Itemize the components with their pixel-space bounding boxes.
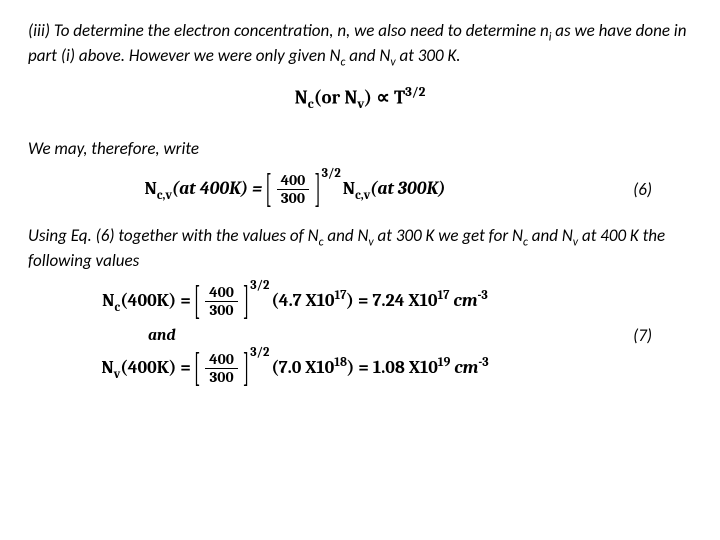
eq7-f2-exp: 18 xyxy=(334,356,347,370)
equation-7-and-row: and (7) xyxy=(28,325,692,346)
intro-paragraph: (iii) To determine the electron concentr… xyxy=(28,20,692,71)
eq1-or-close: ) ∝ T xyxy=(364,86,405,108)
eq1-or-open: (or N xyxy=(314,86,358,108)
eq7-unit2: cm xyxy=(454,357,478,378)
eq7-nc: N xyxy=(102,290,114,311)
eq7-and: and xyxy=(28,326,176,344)
eq7a-exp: 3/2 xyxy=(250,279,269,293)
eq6-at400: (at 400K) = xyxy=(172,178,266,199)
equation-6: Nc,v(at 400K) = [ 400 300 ]3/2 Nc,v(at 3… xyxy=(28,173,562,207)
eq6-frac-den: 300 xyxy=(277,190,310,206)
eq7-number: (7) xyxy=(562,325,692,346)
eq7-unitexp1: -3 xyxy=(478,289,488,303)
eq7a-frac-num: 400 xyxy=(205,285,238,302)
using-paragraph: Using Eq. (6) together with the values o… xyxy=(28,225,692,272)
eq6-number: (6) xyxy=(562,179,692,200)
slide-body: (iii) To determine the electron concentr… xyxy=(0,0,720,540)
eq6-at300: (at 300K) xyxy=(370,178,445,199)
eq7b-bracket-group: [ 400 300 ]3/2 xyxy=(195,352,268,386)
equation-proportional: Nc(or Nv) ∝ T3/2 xyxy=(28,85,692,112)
eq1-n: N xyxy=(295,86,308,108)
intro-text-4: at 300 K. xyxy=(396,45,461,66)
eq7b-frac-den: 300 xyxy=(205,369,238,385)
eq6-bracket-group: [ 400 300 ]3/2 xyxy=(266,173,339,207)
eq7-open400b: (400K) = xyxy=(120,357,195,378)
eq7b-exp: 3/2 xyxy=(250,346,269,360)
eq7-unitexp2: -3 xyxy=(478,356,488,370)
using-p3: at 300 K we get for N xyxy=(374,225,523,246)
eq1-exp: 3/2 xyxy=(405,85,425,100)
eq7a-fraction: 400 300 xyxy=(205,285,238,319)
using-p1: Using Eq. (6) together with the values o… xyxy=(28,225,319,246)
may-write-text: We may, therefore, write xyxy=(28,138,692,159)
eq6-lbracket: [ xyxy=(265,167,271,213)
eq6-exp: 3/2 xyxy=(322,167,341,181)
equation-7-nv: Nv(400K) = [ 400 300 ]3/2 (7.0 X1018) = … xyxy=(28,352,562,386)
eq7a-frac-den: 300 xyxy=(205,302,238,318)
eq7b-lbracket: [ xyxy=(194,345,200,391)
eq6-fraction: 400 300 xyxy=(277,173,310,207)
eq6-sub-cv2: c,v xyxy=(355,189,370,203)
equation-7-nv-row: Nv(400K) = [ 400 300 ]3/2 (7.0 X1018) = … xyxy=(28,352,692,386)
eq7b-fraction: 400 300 xyxy=(205,352,238,386)
equation-6-row: Nc,v(at 400K) = [ 400 300 ]3/2 Nc,v(at 3… xyxy=(28,173,692,207)
eq6-rbracket: ] xyxy=(314,167,320,213)
eq7-unit1: cm xyxy=(453,290,477,311)
eq6-frac-num: 400 xyxy=(277,173,310,190)
eq7-res2-exp: 19 xyxy=(438,356,451,370)
eq7-res1-exp: 17 xyxy=(437,289,449,303)
eq6-sub-cv1: c,v xyxy=(157,189,172,203)
eq7-f2-open: (7.0 X10 xyxy=(271,357,334,378)
eq7-nv: N xyxy=(101,357,113,378)
intro-text-1: (iii) To determine the electron concentr… xyxy=(28,20,549,41)
eq6-n2: N xyxy=(343,178,355,199)
using-p4: and N xyxy=(528,225,573,246)
eq7a-bracket-group: [ 400 300 ]3/2 xyxy=(195,285,268,319)
eq7a-lbracket: [ xyxy=(194,279,200,325)
eq7-f2-close: ) = 1.08 X10 xyxy=(347,357,438,378)
using-p2: and N xyxy=(324,225,369,246)
eq7b-frac-num: 400 xyxy=(205,352,238,369)
eq7-f1-open: (4.7 X10 xyxy=(271,290,334,311)
eq7a-rbracket: ] xyxy=(243,279,249,325)
equation-7-nc-row: Nc(400K) = [ 400 300 ]3/2 (4.7 X1017) = … xyxy=(28,285,692,319)
eq7-f1-exp: 17 xyxy=(335,289,347,303)
equation-7-nc: Nc(400K) = [ 400 300 ]3/2 (4.7 X1017) = … xyxy=(28,285,562,319)
eq6-n1: N xyxy=(145,178,157,199)
eq7-f1-close: ) = 7.24 X10 xyxy=(347,290,438,311)
equation-7-block: Nc(400K) = [ 400 300 ]3/2 (4.7 X1017) = … xyxy=(28,285,692,385)
eq7b-rbracket: ] xyxy=(243,345,249,391)
eq7-open400a: (400K) = xyxy=(120,290,195,311)
intro-text-3: and N xyxy=(345,45,390,66)
